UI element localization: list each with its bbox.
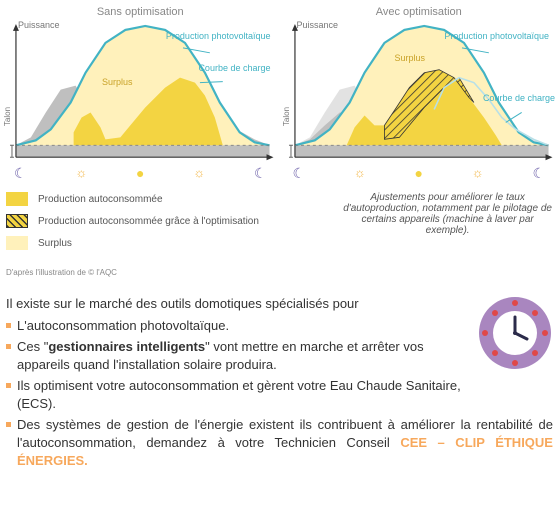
bullet4-text: Des systèmes de gestion de l'énergie exi… <box>17 416 553 469</box>
legend-label: Production autoconsommée <box>38 194 163 205</box>
bullet2-text: Ces "gestionnaires intelligents" vont me… <box>17 338 467 373</box>
bullet-marker <box>6 422 11 427</box>
sun-icon: ● <box>136 165 144 182</box>
y-axis-label: Puissance <box>18 20 60 30</box>
annot-prod: Production photovoltaïque <box>166 32 271 42</box>
note-text: Ajustements pour améliorer le taux d'aut… <box>342 192 553 258</box>
b2-strong: gestionnaires intelligents <box>48 339 205 354</box>
bullet-3: Ils optimisent votre autoconsommation et… <box>6 377 467 412</box>
clock-icon <box>477 295 553 374</box>
text-block: Il existe sur le marché des outils domot… <box>6 295 553 469</box>
legend-label: Production autoconsommée grâce à l'optim… <box>38 216 259 227</box>
talon-label: Talon <box>282 107 291 126</box>
left-icons: ☾ ☼ ● ☼ ☾ <box>6 165 275 182</box>
b2a: Ces " <box>17 339 48 354</box>
bullet-4: Des systèmes de gestion de l'énergie exi… <box>6 416 553 469</box>
text-intro: Il existe sur le marché des outils domot… <box>6 295 467 313</box>
annot-surplus: Surplus <box>102 78 133 88</box>
bullet-marker <box>6 323 11 328</box>
talon-label: Talon <box>3 107 12 126</box>
bullet-2: Ces "gestionnaires intelligents" vont me… <box>6 338 467 373</box>
sunrise-icon: ☼ <box>75 165 87 182</box>
moon-icon: ☾ <box>14 165 27 182</box>
chart-left-title: Sans optimisation <box>6 6 275 18</box>
sun-icon: ● <box>415 165 423 182</box>
legend-and-note: Production autoconsommée Production auto… <box>6 192 553 258</box>
annot-load: Courbe de charge <box>198 64 270 74</box>
chart-sans-optimisation: Sans optimisation Puissance Talon Produc… <box>6 6 275 182</box>
legend-item-selfcons: Production autoconsommée <box>6 192 322 206</box>
annot-prod: Production photovoltaïque <box>444 32 549 42</box>
swatch-pale <box>6 236 28 250</box>
bullet-marker <box>6 344 11 349</box>
y-axis-label: Puissance <box>297 20 339 30</box>
moon-icon: ☾ <box>532 165 545 182</box>
legend-item-hatch: Production autoconsommée grâce à l'optim… <box>6 214 322 228</box>
p1: Il existe sur le marché des outils domot… <box>6 295 467 313</box>
legend: Production autoconsommée Production auto… <box>6 192 322 258</box>
sunset-icon: ☼ <box>193 165 205 182</box>
bullet-marker <box>6 383 11 388</box>
moon-icon: ☾ <box>293 165 306 182</box>
legend-label: Surplus <box>38 238 72 249</box>
annot-load: Courbe de charge <box>483 94 555 104</box>
swatch-yellow <box>6 192 28 206</box>
charts-row: Sans optimisation Puissance Talon Produc… <box>6 6 553 182</box>
annot-surplus: Surplus <box>395 54 426 64</box>
chart-avec-optimisation: Avec optimisation Puissance Talon Produc… <box>285 6 554 182</box>
chart-right-title: Avec optimisation <box>285 6 554 18</box>
bullet-1: L'autoconsommation photovoltaïque. <box>6 317 467 335</box>
right-icons: ☾ ☼ ● ☼ ☾ <box>285 165 554 182</box>
credit: D'après l'illustration de © l'AQC <box>6 268 553 277</box>
sunset-icon: ☼ <box>472 165 484 182</box>
moon-icon: ☾ <box>254 165 267 182</box>
legend-item-surplus: Surplus <box>6 236 322 250</box>
swatch-hatch <box>6 214 28 228</box>
bullet3-text: Ils optimisent votre autoconsommation et… <box>17 377 467 412</box>
sunrise-icon: ☼ <box>354 165 366 182</box>
bullet1-text: L'autoconsommation photovoltaïque. <box>17 317 467 335</box>
